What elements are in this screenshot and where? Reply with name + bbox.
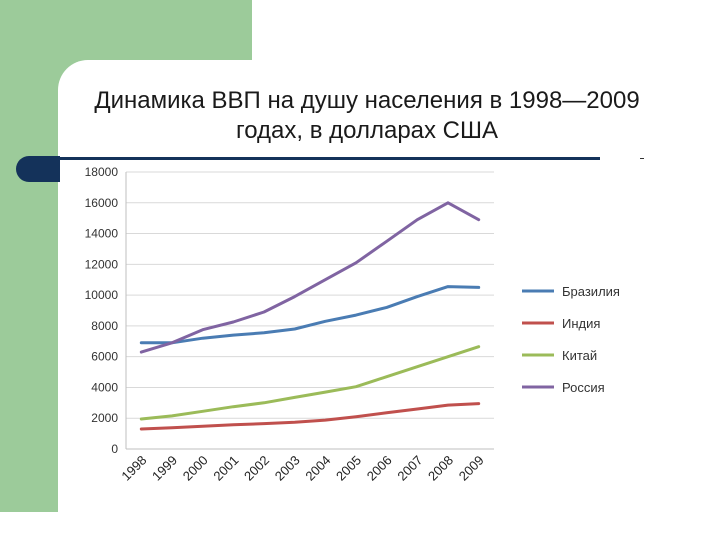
x-tick-label: 1998 <box>118 453 149 484</box>
x-tick-label: 2001 <box>210 453 241 484</box>
slide-title: Динамика ВВП на душу населения в 1998—20… <box>94 87 640 144</box>
x-tick-label: 2004 <box>302 453 333 484</box>
x-tick-label: 2000 <box>180 453 211 484</box>
y-tick-label: 4000 <box>91 380 118 394</box>
x-tick-label: 2003 <box>272 453 303 484</box>
y-tick-label: 14000 <box>85 227 119 241</box>
y-tick-label: 10000 <box>85 288 119 302</box>
legend-label: Индия <box>562 316 600 331</box>
series-line <box>139 201 481 354</box>
y-tick-label: 8000 <box>91 319 118 333</box>
x-tick-label: 2005 <box>333 453 364 484</box>
x-tick-label: 2006 <box>364 453 395 484</box>
x-tick-label: 2007 <box>394 453 425 484</box>
title-underline <box>60 157 600 160</box>
y-tick-label: 18000 <box>85 165 119 179</box>
x-tick-label: 2002 <box>241 453 272 484</box>
gdp-line-chart: 0 2000 4000 6000 8000 10000 12000 14000 16000 180… <box>85 165 620 484</box>
series-line <box>139 285 481 345</box>
legend-label: Бразилия <box>562 284 620 299</box>
legend-label: Россия <box>562 380 605 395</box>
navy-accent-bar <box>16 156 60 182</box>
x-tick-label: 2009 <box>456 453 487 484</box>
y-tick-label: 2000 <box>91 411 118 425</box>
legend-label: Китай <box>562 348 597 363</box>
y-tick-label: 16000 <box>85 196 119 210</box>
y-tick-label: 6000 <box>91 350 118 364</box>
content-card <box>58 60 720 540</box>
y-tick-label: 0 <box>111 442 118 456</box>
series-line <box>139 402 481 431</box>
y-tick-label: 12000 <box>85 257 119 271</box>
x-tick-label: 2008 <box>425 453 456 484</box>
green-accent-strip <box>0 0 58 512</box>
series-line <box>139 345 481 421</box>
decorative-dash <box>640 158 644 159</box>
x-tick-label: 1999 <box>149 453 180 484</box>
